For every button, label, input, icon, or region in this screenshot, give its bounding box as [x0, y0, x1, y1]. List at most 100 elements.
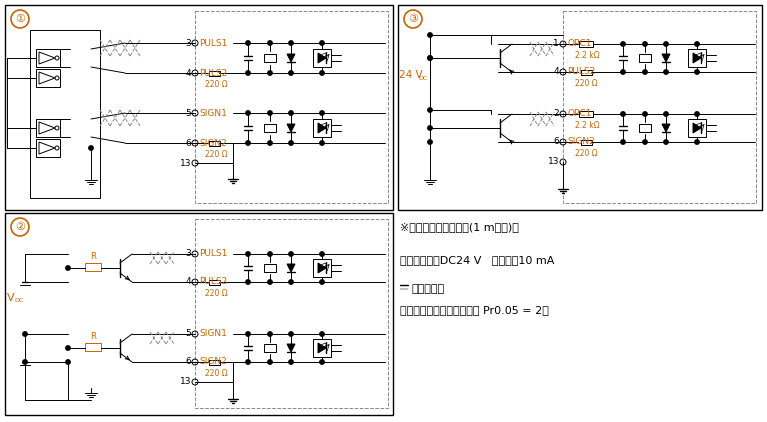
Circle shape	[245, 111, 250, 115]
Bar	[313, 339, 331, 357]
Bar	[264, 54, 276, 62]
Circle shape	[289, 71, 293, 75]
Bar	[36, 119, 60, 137]
Circle shape	[289, 360, 293, 364]
Circle shape	[428, 126, 432, 130]
Text: 6: 6	[186, 357, 191, 366]
Circle shape	[643, 140, 647, 144]
Text: DC: DC	[418, 76, 427, 81]
Bar	[209, 141, 219, 146]
Circle shape	[289, 252, 293, 256]
Polygon shape	[662, 124, 670, 132]
Text: 13: 13	[179, 378, 191, 387]
Bar	[313, 49, 331, 67]
Circle shape	[268, 41, 272, 45]
Polygon shape	[287, 124, 295, 132]
Circle shape	[289, 280, 293, 284]
Text: 3: 3	[186, 249, 191, 259]
Circle shape	[320, 41, 324, 45]
Circle shape	[245, 332, 250, 336]
Circle shape	[643, 70, 647, 74]
Bar	[579, 111, 593, 117]
Polygon shape	[693, 123, 701, 133]
Circle shape	[695, 42, 700, 46]
Text: ③: ③	[408, 14, 418, 24]
Circle shape	[428, 33, 432, 37]
Text: 220 Ω: 220 Ω	[205, 150, 228, 159]
Circle shape	[428, 140, 432, 144]
Bar	[639, 54, 651, 62]
Text: 5: 5	[186, 108, 191, 117]
Bar	[5, 213, 393, 415]
Text: SIGN2: SIGN2	[199, 138, 227, 148]
Text: 220 Ω: 220 Ω	[575, 79, 597, 88]
Bar	[563, 11, 756, 203]
Bar	[209, 70, 219, 76]
Text: 220 Ω: 220 Ω	[205, 369, 228, 378]
Text: ①: ①	[15, 14, 25, 24]
Text: 使用开路集电极时推荐设定 Pr0.05 = 2。: 使用开路集电极时推荐设定 Pr0.05 = 2。	[400, 305, 549, 315]
Circle shape	[663, 112, 668, 116]
Bar	[264, 124, 276, 132]
Bar	[313, 119, 331, 137]
Circle shape	[621, 42, 625, 46]
Text: DC: DC	[14, 298, 23, 303]
Bar	[5, 5, 393, 210]
Circle shape	[23, 332, 27, 336]
Circle shape	[621, 140, 625, 144]
Bar	[36, 139, 60, 157]
Polygon shape	[318, 263, 326, 273]
Polygon shape	[693, 53, 701, 63]
Text: PULS2: PULS2	[199, 278, 227, 287]
Text: 13: 13	[548, 157, 559, 167]
Text: SIGN1: SIGN1	[199, 330, 227, 338]
Text: 4: 4	[186, 278, 191, 287]
Text: 为双给线。: 为双给线。	[411, 284, 444, 294]
Circle shape	[643, 42, 647, 46]
Circle shape	[621, 70, 625, 74]
Circle shape	[66, 360, 71, 364]
Bar	[36, 49, 60, 67]
Text: 6: 6	[553, 138, 559, 146]
Text: V: V	[7, 293, 15, 303]
Text: 6: 6	[186, 138, 191, 148]
Circle shape	[320, 332, 324, 336]
Circle shape	[245, 41, 250, 45]
Text: 5: 5	[186, 330, 191, 338]
Polygon shape	[662, 54, 670, 62]
Circle shape	[66, 346, 71, 350]
Text: PULS2: PULS2	[199, 68, 227, 78]
Circle shape	[245, 252, 250, 256]
Bar	[264, 344, 276, 352]
Text: 3: 3	[186, 38, 191, 48]
Circle shape	[268, 280, 272, 284]
Bar	[36, 69, 60, 87]
Polygon shape	[287, 54, 295, 62]
Circle shape	[320, 71, 324, 75]
Text: 220 Ω: 220 Ω	[575, 149, 597, 158]
Circle shape	[89, 146, 94, 150]
Polygon shape	[318, 343, 326, 353]
Circle shape	[428, 56, 432, 60]
Text: SIGN1: SIGN1	[199, 108, 227, 117]
Text: 1: 1	[553, 40, 559, 49]
Circle shape	[621, 112, 625, 116]
Bar	[581, 70, 591, 75]
Bar	[639, 124, 651, 132]
Circle shape	[663, 140, 668, 144]
Circle shape	[320, 280, 324, 284]
Text: PULS1: PULS1	[199, 38, 227, 48]
Circle shape	[289, 141, 293, 145]
Circle shape	[23, 360, 27, 364]
Circle shape	[695, 70, 700, 74]
Circle shape	[66, 266, 71, 270]
Text: SIGN2: SIGN2	[567, 138, 594, 146]
Circle shape	[268, 141, 272, 145]
Circle shape	[320, 252, 324, 256]
Text: 13: 13	[179, 159, 191, 168]
Circle shape	[245, 280, 250, 284]
Circle shape	[695, 140, 700, 144]
Circle shape	[289, 41, 293, 45]
Text: ②: ②	[15, 222, 25, 232]
Bar	[313, 259, 331, 277]
